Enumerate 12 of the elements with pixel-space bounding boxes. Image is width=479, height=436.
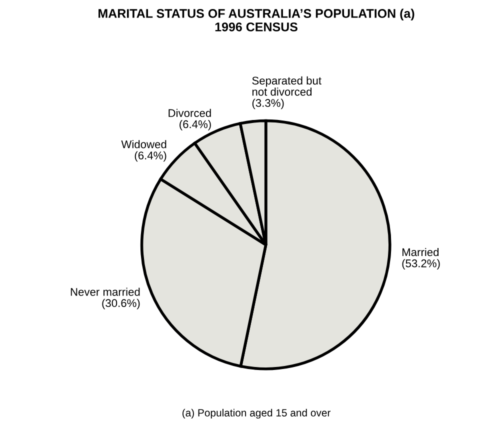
slice-label: Separated but not divorced [252, 76, 322, 96]
slice-label: Never married [70, 288, 140, 296]
chart-title: MARITAL STATUS OF AUSTRALIA’S POPULATION (a) 1996 CENSUS [98, 8, 414, 32]
data-label: (30.6%) [102, 298, 140, 310]
slice-label: Divorced [168, 108, 211, 118]
data-label: (3.3%) [252, 98, 284, 110]
data-label: (6.4%) [134, 151, 166, 162]
text: (a) Population aged 15 and over [182, 408, 331, 419]
data-label: (53.2%) [402, 259, 440, 270]
slice-label: Married [402, 248, 439, 256]
data-label: (6.4%) [180, 120, 211, 130]
slice-label: Widowed [121, 140, 166, 148]
